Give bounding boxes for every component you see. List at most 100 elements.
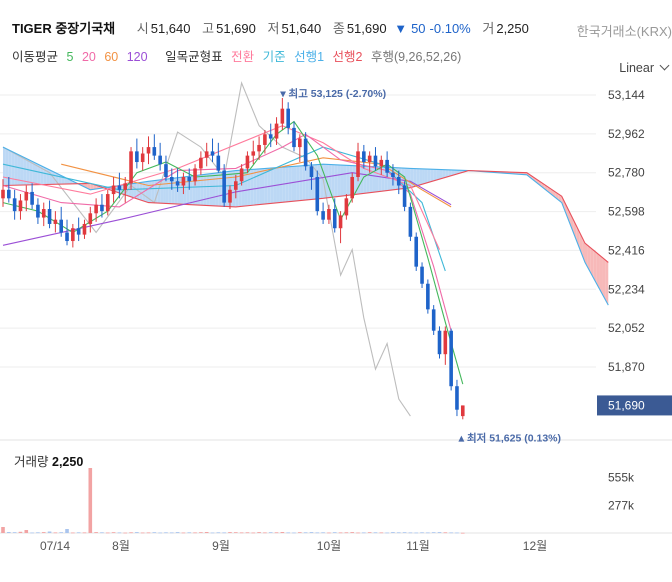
candle-body (391, 172, 395, 177)
price-tick-label: 52,962 (608, 127, 645, 141)
cloud-segment (209, 173, 213, 206)
candle-body (216, 155, 221, 171)
change-value: 50 (411, 21, 426, 36)
candlesticks[interactable] (1, 97, 465, 420)
volume-bar (327, 532, 331, 534)
date-tick-label: 8월 (112, 539, 130, 553)
open-value: 51,640 (150, 21, 191, 36)
volume-bar (344, 532, 349, 534)
cloud-segment (424, 168, 428, 184)
grid-lines (0, 94, 672, 534)
ma60-line (61, 157, 452, 208)
volume-bar (408, 532, 413, 534)
cloud-segment (587, 245, 591, 274)
candle-body (350, 176, 354, 199)
candle-body (449, 330, 453, 387)
volume-bar (65, 529, 69, 533)
lead1-line (2, 146, 609, 306)
candle-body (228, 189, 232, 203)
volume-bar (420, 532, 424, 534)
candle-body (140, 153, 145, 163)
candle-body (263, 134, 267, 145)
volume-bar (181, 532, 186, 534)
cloud-segment (160, 179, 164, 204)
candle-body (245, 155, 250, 169)
high-label: 고 (202, 21, 215, 36)
cloud-segment (195, 175, 198, 206)
candle-body (59, 219, 63, 233)
cloud-segment (253, 169, 257, 206)
ma-label[interactable]: 이동평균 (12, 50, 59, 64)
cloud-segment (186, 176, 190, 205)
cloud-segment (439, 169, 443, 180)
candle-body (76, 228, 81, 235)
volume-bar (210, 532, 215, 534)
candle-body (460, 405, 465, 417)
volume-bar (385, 532, 389, 534)
volume-bar (71, 532, 75, 534)
candle-body (402, 185, 407, 207)
volume-bar (216, 532, 221, 534)
volume-bar (152, 532, 157, 533)
volume-bar (239, 532, 244, 534)
cloud-segment (285, 166, 289, 203)
cloud-segment (602, 257, 606, 300)
cloud-segment (326, 164, 329, 198)
ichimoku-label[interactable]: 일목균형표 (165, 50, 223, 64)
volume-panel-title: 거래량 2,250 (14, 451, 83, 470)
volume-bar (59, 532, 63, 533)
scale-dropdown[interactable]: Linear (619, 60, 670, 75)
cloud-segment (605, 259, 609, 306)
volume-bar (315, 532, 320, 534)
volume-bar (187, 532, 192, 534)
volume-bar (228, 532, 232, 533)
annotations: 51,690 ▾ 최고 53,125 (-2.70%) ▴ 최저 51,625 (0… (279, 87, 672, 444)
ma5-line (2, 120, 464, 385)
volume-bar (274, 532, 279, 534)
last-price-value: 51,690 (608, 398, 645, 412)
ma120-label: 120 (126, 50, 148, 64)
cloud-segment (564, 202, 568, 218)
volume-bar (303, 532, 308, 534)
cloud-segment (247, 169, 251, 206)
candle-body (53, 219, 58, 224)
candle-body (362, 151, 366, 163)
volume-bar (251, 532, 256, 534)
volume-bar (309, 532, 314, 533)
volume-bar (146, 532, 151, 534)
cloud-segment (331, 164, 335, 198)
candle-body (82, 223, 87, 235)
volume-bar (280, 532, 285, 533)
cloud-segment (372, 166, 376, 193)
cloud-segment (384, 167, 388, 191)
cloud-segment (200, 174, 204, 206)
candle-body (164, 164, 168, 177)
candle-body (385, 159, 389, 173)
candle-body (274, 123, 279, 139)
volume-tick-label: 555k (608, 471, 635, 485)
volume-bar (449, 532, 453, 534)
cloud-segment (133, 182, 137, 199)
cloud-segment (35, 162, 38, 185)
volume-bar (350, 532, 354, 533)
cloud-segment (206, 173, 210, 206)
volume-label: 거 (482, 21, 495, 36)
cloud-segment (378, 166, 382, 192)
candle-body (431, 309, 436, 331)
cloud-segment (299, 165, 303, 201)
cloud-segment (32, 161, 36, 185)
volume-bar (30, 532, 34, 534)
change-percent: -0.10% (429, 21, 471, 36)
volume-bar (12, 532, 17, 533)
volume-bar (332, 532, 337, 533)
candle-body (414, 236, 419, 267)
candle-body (111, 185, 116, 195)
indicator-legend[interactable]: 이동평균 5 20 60 120 일목균형표 전환 기준 선행1 선행2 후행(… (12, 46, 466, 65)
candle-body (455, 386, 459, 410)
candle-body (175, 181, 180, 186)
cloud-segment (599, 255, 603, 295)
cloud-segment (433, 169, 437, 181)
candle-body (443, 330, 448, 355)
candle-body (303, 138, 308, 167)
